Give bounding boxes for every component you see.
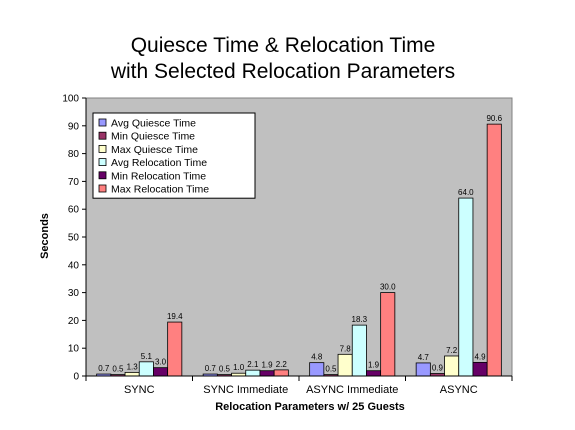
data-label: 1.3 [127, 362, 139, 371]
data-label: 0.7 [205, 364, 217, 373]
data-label: 0.7 [98, 364, 110, 373]
data-label: 64.0 [458, 188, 474, 197]
y-axis-label: Seconds [39, 213, 51, 259]
data-label: 0.5 [325, 365, 337, 374]
data-label: 5.1 [141, 352, 153, 361]
legend-entry: Max Relocation Time [111, 184, 209, 196]
data-label: 0.5 [112, 365, 124, 374]
x-category-label: SYNC Immediate [203, 384, 288, 396]
y-tick-label: 10 [68, 344, 80, 355]
legend-box [92, 112, 256, 199]
y-tick-label: 50 [68, 233, 80, 244]
y-tick-label: 80 [68, 149, 80, 160]
legend-swatch [98, 171, 107, 180]
y-tick-label: 40 [68, 260, 80, 271]
bar [167, 321, 183, 377]
data-label: 30.0 [380, 283, 396, 292]
bar [415, 362, 431, 377]
y-tick-label: 100 [62, 94, 79, 105]
data-label: 90.6 [486, 114, 502, 123]
legend-swatch [98, 158, 107, 167]
bar [138, 361, 154, 377]
data-labels-group: 0.7 0.5 1.35.13.019.40.7 0.5 1.0 2.1 1.9 2.24.8… [98, 114, 502, 373]
legend-swatch [98, 131, 107, 140]
legend-entry: Max Quiesce Time [111, 144, 198, 156]
y-tick-label: 60 [68, 205, 80, 216]
bar [380, 292, 396, 377]
chart-title-line-2: with Selected Relocation Parameters [110, 60, 455, 83]
data-label: 3.0 [155, 358, 167, 367]
data-label: 1.0 [233, 363, 245, 372]
bar [273, 369, 289, 377]
data-label: 0.5 [219, 365, 231, 374]
bar [444, 355, 460, 377]
bar [309, 362, 325, 377]
legend-swatch [98, 118, 107, 127]
bar [458, 197, 474, 377]
x-category-label: SYNC [124, 384, 155, 396]
legend-swatch [98, 144, 107, 153]
chart-title-line-1: Quiesce Time & Relocation Time [131, 34, 436, 57]
y-tick-label: 20 [68, 316, 80, 327]
bar [337, 353, 353, 377]
bars-group [96, 123, 502, 377]
x-axis-label: Relocation Parameters w/ 25 Guests [215, 401, 405, 413]
data-label: 2.2 [276, 360, 288, 369]
x-category-label: ASYNC [440, 384, 478, 396]
bar [245, 369, 261, 377]
y-tick-label: 90 [68, 121, 80, 132]
bar [486, 123, 502, 377]
data-label: 0.9 [432, 363, 444, 372]
data-label: 19.4 [167, 312, 183, 321]
bar [366, 370, 382, 377]
data-label: 7.2 [446, 346, 458, 355]
bar [472, 361, 488, 377]
legend-entry: Min Quiesce Time [111, 131, 195, 143]
y-tick-label: 0 [73, 372, 79, 383]
bar [351, 324, 367, 377]
y-tick-label: 70 [68, 177, 80, 188]
bar [153, 367, 169, 377]
data-label: 18.3 [352, 315, 368, 324]
bar [259, 370, 275, 377]
data-label: 1.9 [368, 361, 380, 370]
axes-group: 0 10 20 30 40 50 60 70 80 90 100 SYNC SYNC Immediate… [62, 94, 513, 396]
legend-entry: Avg Quiesce Time [111, 118, 196, 130]
y-tick-label: 30 [68, 288, 80, 299]
legend-entry: Min Relocation Time [111, 170, 206, 182]
data-label: 7.8 [340, 344, 352, 353]
legend-swatch [98, 184, 107, 193]
data-label: 4.9 [474, 352, 486, 361]
data-label: 4.8 [311, 353, 323, 362]
bar [124, 371, 140, 377]
data-label: 1.9 [261, 361, 273, 370]
data-label: 4.7 [418, 353, 430, 362]
legend-entry: Avg Relocation Time [111, 157, 207, 169]
data-label: 2.1 [247, 360, 259, 369]
x-category-label: ASYNC Immediate [306, 384, 398, 396]
